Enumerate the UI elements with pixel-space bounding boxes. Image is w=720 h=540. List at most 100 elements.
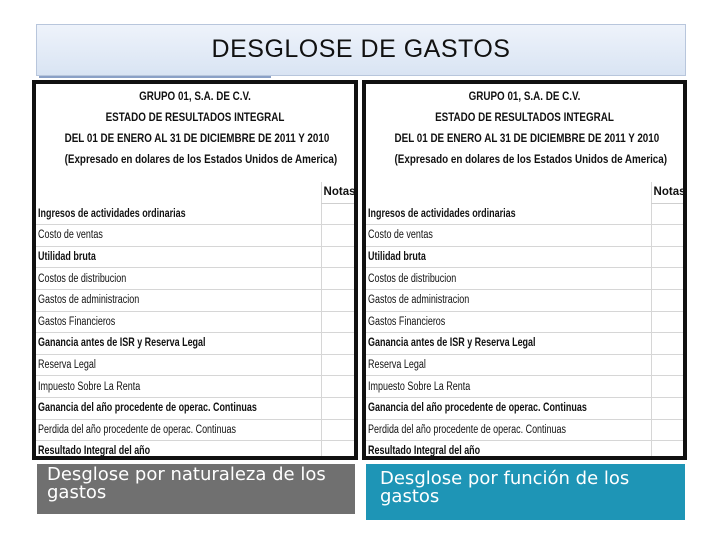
row-label: Ganancia antes de ISR y Reserva Legal	[36, 332, 322, 355]
table-row: Gastos de administracion-25,900-24,300	[36, 289, 354, 312]
notes-cell	[650, 419, 683, 442]
table-row: Gastos de administracion-25,900-24,300	[366, 289, 683, 312]
row-label-text: Reserva Legal	[38, 359, 96, 372]
row-label-text: Costo de ventas	[368, 229, 433, 242]
statement-header-line: ESTADO DE RESULTADOS INTEGRAL	[105, 110, 285, 124]
statement-table: Notas20112010Ingresos de actividades ord…	[36, 182, 354, 458]
table-row: Gastos Financieros-22,300-19,700	[366, 311, 683, 334]
row-label: Reserva Legal	[366, 354, 652, 377]
row-label: Gastos de administracion	[36, 289, 322, 312]
table-row: Costos de distribucion-29,300-27,250	[366, 267, 683, 290]
row-label-text: Gastos de administracion	[38, 294, 140, 307]
income-statement-right: GRUPO 01, S.A. DE C.V. ESTADO DE RESULTAD…	[362, 80, 687, 460]
table-row: Perdida del año procedente de operac. Co…	[366, 419, 683, 442]
notes-cell	[320, 375, 354, 398]
notes-cell	[320, 267, 354, 290]
slide-title: DESGLOSE DE GASTOS	[211, 35, 511, 63]
table-row: Ganancia del año procedente de operac. C…	[36, 397, 354, 420]
row-label-text: Resultado Integral del año	[368, 445, 481, 458]
notes-cell	[650, 332, 683, 355]
notes-cell	[320, 289, 354, 312]
table-row: Perdida del año procedente de operac. Co…	[36, 419, 354, 442]
row-label-text: Reserva Legal	[368, 359, 426, 372]
table-row: Reserva Legal(13,875)(11,131)	[366, 354, 683, 377]
row-label: Utilidad bruta	[366, 246, 652, 269]
row-label-text: Costos de distribucion	[38, 272, 127, 285]
caption-function: Desglose por función de los gastos	[366, 464, 685, 520]
row-label: Gastos Financieros	[366, 311, 652, 334]
statement-header-line: GRUPO 01, S.A. DE C.V.	[139, 89, 251, 103]
row-label-text: Impuesto Sobre La Renta	[38, 380, 141, 393]
table-row: Ingresos de actividades ordinarias734,00…	[36, 203, 354, 226]
table-row: Gastos Financieros-22,300-19,700	[36, 311, 354, 334]
row-label: Ingresos de actividades ordinarias	[366, 203, 652, 226]
table-row: Resultado Integral del año113,478107,916	[366, 440, 683, 458]
table-row: Utilidad bruta275,720230,270	[366, 246, 683, 269]
row-label-text: Gastos de administracion	[368, 294, 470, 307]
row-label: Ingresos de actividades ordinarias	[36, 203, 322, 226]
row-label-text: Utilidad bruta	[38, 251, 96, 264]
row-label: Costos de distribucion	[366, 267, 652, 290]
title-bar: DESGLOSE DE GASTOS	[36, 24, 686, 78]
row-label-text: Gastos Financieros	[38, 315, 116, 328]
table-row: Impuesto Sobre La Renta(46,086)(36,972)	[366, 375, 683, 398]
row-label-text: Costos de distribucion	[368, 272, 457, 285]
caption-nature: Desglose por naturaleza de los gastos	[37, 464, 355, 514]
row-label: Impuesto Sobre La Renta	[366, 375, 652, 398]
column-header: Notas	[650, 182, 683, 204]
statement-header-line: ESTADO DE RESULTADOS INTEGRAL	[435, 110, 614, 124]
row-label: Gastos Financieros	[36, 311, 322, 334]
header-spacer	[36, 182, 321, 203]
row-label: Costo de ventas	[366, 224, 652, 247]
notes-cell	[650, 203, 683, 226]
table-row: Costos de distribucion-29,300-27,250	[36, 267, 354, 290]
row-label: Ganancia antes de ISR y Reserva Legal	[366, 332, 652, 355]
notes-cell	[650, 354, 683, 377]
notes-cell	[650, 311, 683, 334]
notes-cell	[650, 440, 683, 456]
notes-cell	[650, 224, 683, 247]
table-row: Utilidad bruta275,720230,270	[36, 246, 354, 269]
table-row: Impuesto Sobre La Renta(46,086)(36,972)	[36, 375, 354, 398]
notes-cell	[650, 267, 683, 290]
row-label-text: Ganancia antes de ISR y Reserva Legal	[368, 337, 536, 350]
statement-header-line: DEL 01 DE ENERO AL 31 DE DICIEMBRE DE 20…	[394, 131, 660, 145]
row-label: Ganancia del año procedente de operac. C…	[36, 397, 322, 420]
statement-table: Notas20112010Ingresos de actividades ord…	[366, 182, 683, 458]
row-label: Utilidad bruta	[36, 246, 322, 269]
row-label-text: Gastos Financieros	[368, 315, 446, 328]
statement-header-line: (Expresado en dolares de los Estados Uni…	[64, 152, 338, 166]
statement-header-line: DEL 01 DE ENERO AL 31 DE DICIEMBRE DE 20…	[64, 131, 330, 145]
notes-cell	[650, 289, 683, 312]
row-label-text: Impuesto Sobre La Renta	[368, 380, 471, 393]
table-row: Ganancia del año procedente de operac. C…	[366, 397, 683, 420]
row-label: Perdida del año procedente de operac. Co…	[36, 419, 322, 442]
row-label: Resultado Integral del año	[366, 440, 652, 458]
row-label: Gastos de administracion	[366, 289, 652, 312]
row-label-text: Perdida del año procedente de operac. Co…	[38, 423, 236, 436]
table-row: Ganancia antes de ISR y Reserva Legal198…	[36, 332, 354, 355]
statement-header-line: (Expresado en dolares de los Estados Uni…	[394, 152, 668, 166]
row-label-text: Resultado Integral del año	[38, 445, 151, 458]
row-label-text: Utilidad bruta	[368, 251, 426, 264]
title-underline	[39, 76, 271, 78]
income-statement-left: GRUPO 01, S.A. DE C.V. ESTADO DE RESULTAD…	[32, 80, 358, 460]
row-label-text: Ingresos de actividades ordinarias	[38, 207, 186, 220]
row-label: Resultado Integral del año	[36, 440, 322, 458]
notes-cell	[320, 440, 354, 456]
table-row: Ingresos de actividades ordinarias734,00…	[366, 203, 683, 226]
notes-cell	[320, 224, 354, 247]
row-label-text: Ganancia antes de ISR y Reserva Legal	[38, 337, 206, 350]
header-spacer	[366, 182, 651, 203]
table-row: Reserva Legal(13,875)(11,131)	[36, 354, 354, 377]
row-label: Ganancia del año procedente de operac. C…	[366, 397, 652, 420]
notes-cell	[320, 397, 354, 420]
notes-cell	[650, 375, 683, 398]
table-row: Costo de ventas-458,280-326,730	[36, 224, 354, 247]
notes-cell	[320, 203, 354, 226]
row-label-text: Ganancia del año procedente de operac. C…	[368, 402, 587, 415]
row-label-text: Costo de ventas	[38, 229, 103, 242]
notes-cell	[320, 332, 354, 355]
row-label-text: Ingresos de actividades ordinarias	[368, 207, 516, 220]
row-label: Costo de ventas	[36, 224, 322, 247]
